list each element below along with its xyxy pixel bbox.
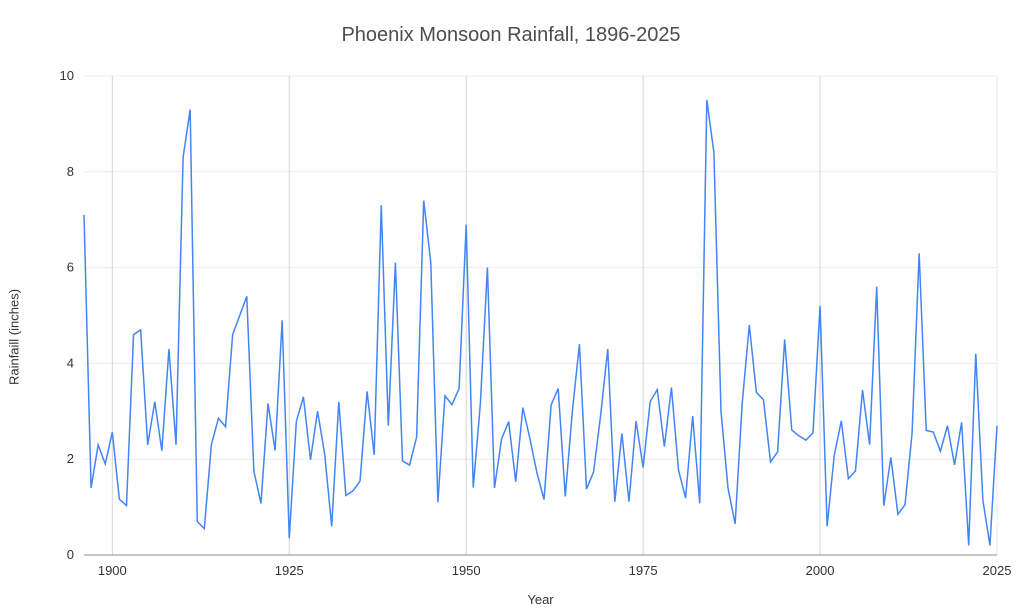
svg-text:6: 6 xyxy=(67,260,74,275)
svg-text:2025: 2025 xyxy=(983,563,1012,578)
svg-text:2: 2 xyxy=(67,451,74,466)
svg-text:1950: 1950 xyxy=(452,563,481,578)
svg-text:10: 10 xyxy=(60,68,74,83)
svg-text:8: 8 xyxy=(67,164,74,179)
svg-text:1975: 1975 xyxy=(629,563,658,578)
svg-text:1925: 1925 xyxy=(275,563,304,578)
svg-text:1900: 1900 xyxy=(98,563,127,578)
svg-text:0: 0 xyxy=(67,547,74,562)
svg-text:2000: 2000 xyxy=(806,563,835,578)
svg-text:4: 4 xyxy=(67,355,74,370)
